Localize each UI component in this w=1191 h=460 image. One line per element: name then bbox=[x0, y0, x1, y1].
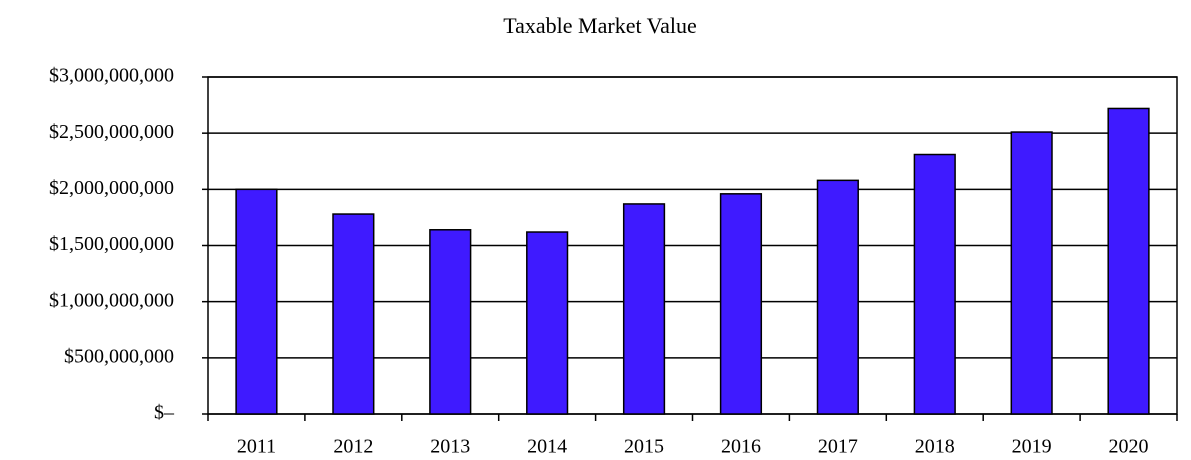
bar bbox=[1010, 131, 1053, 415]
y-tick-label: $– bbox=[154, 402, 175, 424]
bar bbox=[816, 179, 859, 415]
x-tick-label: 2014 bbox=[527, 436, 567, 458]
x-tick-label: 2016 bbox=[721, 436, 761, 458]
x-tick-label: 2019 bbox=[1012, 436, 1052, 458]
x-tick-label: 2020 bbox=[1109, 436, 1149, 458]
x-tick-label: 2013 bbox=[430, 436, 470, 458]
x-tick-label: 2017 bbox=[818, 436, 858, 458]
bar bbox=[622, 203, 666, 415]
x-tick-label: 2012 bbox=[333, 436, 373, 458]
chart-title: Taxable Market Value bbox=[503, 13, 697, 38]
bar bbox=[719, 193, 763, 415]
bar bbox=[526, 231, 569, 415]
x-tick-label: 2015 bbox=[624, 436, 664, 458]
bar bbox=[332, 213, 375, 415]
y-tick-label: $3,000,000,000 bbox=[49, 65, 174, 87]
y-tick-label: $1,500,000,000 bbox=[49, 233, 174, 255]
bar bbox=[1107, 107, 1150, 415]
y-tick-label: $500,000,000 bbox=[64, 345, 174, 367]
x-tick-label: 2018 bbox=[915, 436, 955, 458]
bar bbox=[913, 153, 956, 415]
y-tick-label: $2,000,000,000 bbox=[49, 177, 174, 199]
bar bbox=[235, 188, 278, 415]
bar bbox=[429, 229, 472, 415]
y-tick-label: $2,500,000,000 bbox=[49, 121, 174, 143]
y-tick-label: $1,000,000,000 bbox=[49, 289, 174, 311]
x-tick-label: 2011 bbox=[237, 436, 276, 458]
